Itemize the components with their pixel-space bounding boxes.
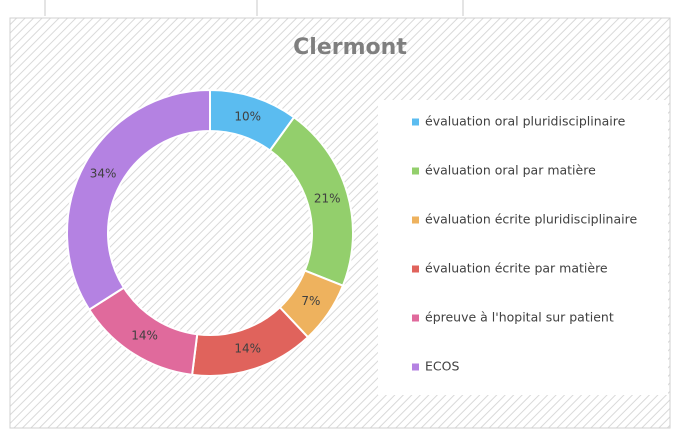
data-label: 14% [234, 342, 261, 356]
legend: évaluation oral pluridisciplinaire évalua… [412, 114, 637, 374]
donut: 10% 21% 7% 14% 14% 34% [66, 88, 354, 377]
legend-swatch [412, 265, 419, 273]
legend-label: évaluation oral pluridisciplinaire [425, 114, 626, 129]
legend-swatch [412, 314, 419, 322]
data-label: 34% [90, 167, 117, 181]
legend-swatch [412, 216, 419, 224]
data-label: 21% [314, 191, 341, 205]
data-label: 14% [131, 329, 158, 343]
legend-label: épreuve à l'hopital sur patient [425, 310, 614, 325]
legend-label: évaluation écrite pluridisciplinaire [425, 212, 637, 227]
data-label: 7% [301, 294, 320, 308]
legend-box [378, 100, 668, 395]
legend-swatch [412, 118, 419, 126]
data-label: 10% [234, 109, 261, 123]
legend-swatch [412, 167, 419, 175]
legend-label: évaluation écrite par matière [425, 261, 608, 276]
slice [66, 88, 211, 312]
legend-label: ECOS [425, 359, 459, 374]
legend-label: évaluation oral par matière [425, 163, 596, 178]
chart-title: Clermont [293, 35, 407, 60]
legend-swatch [412, 363, 419, 371]
